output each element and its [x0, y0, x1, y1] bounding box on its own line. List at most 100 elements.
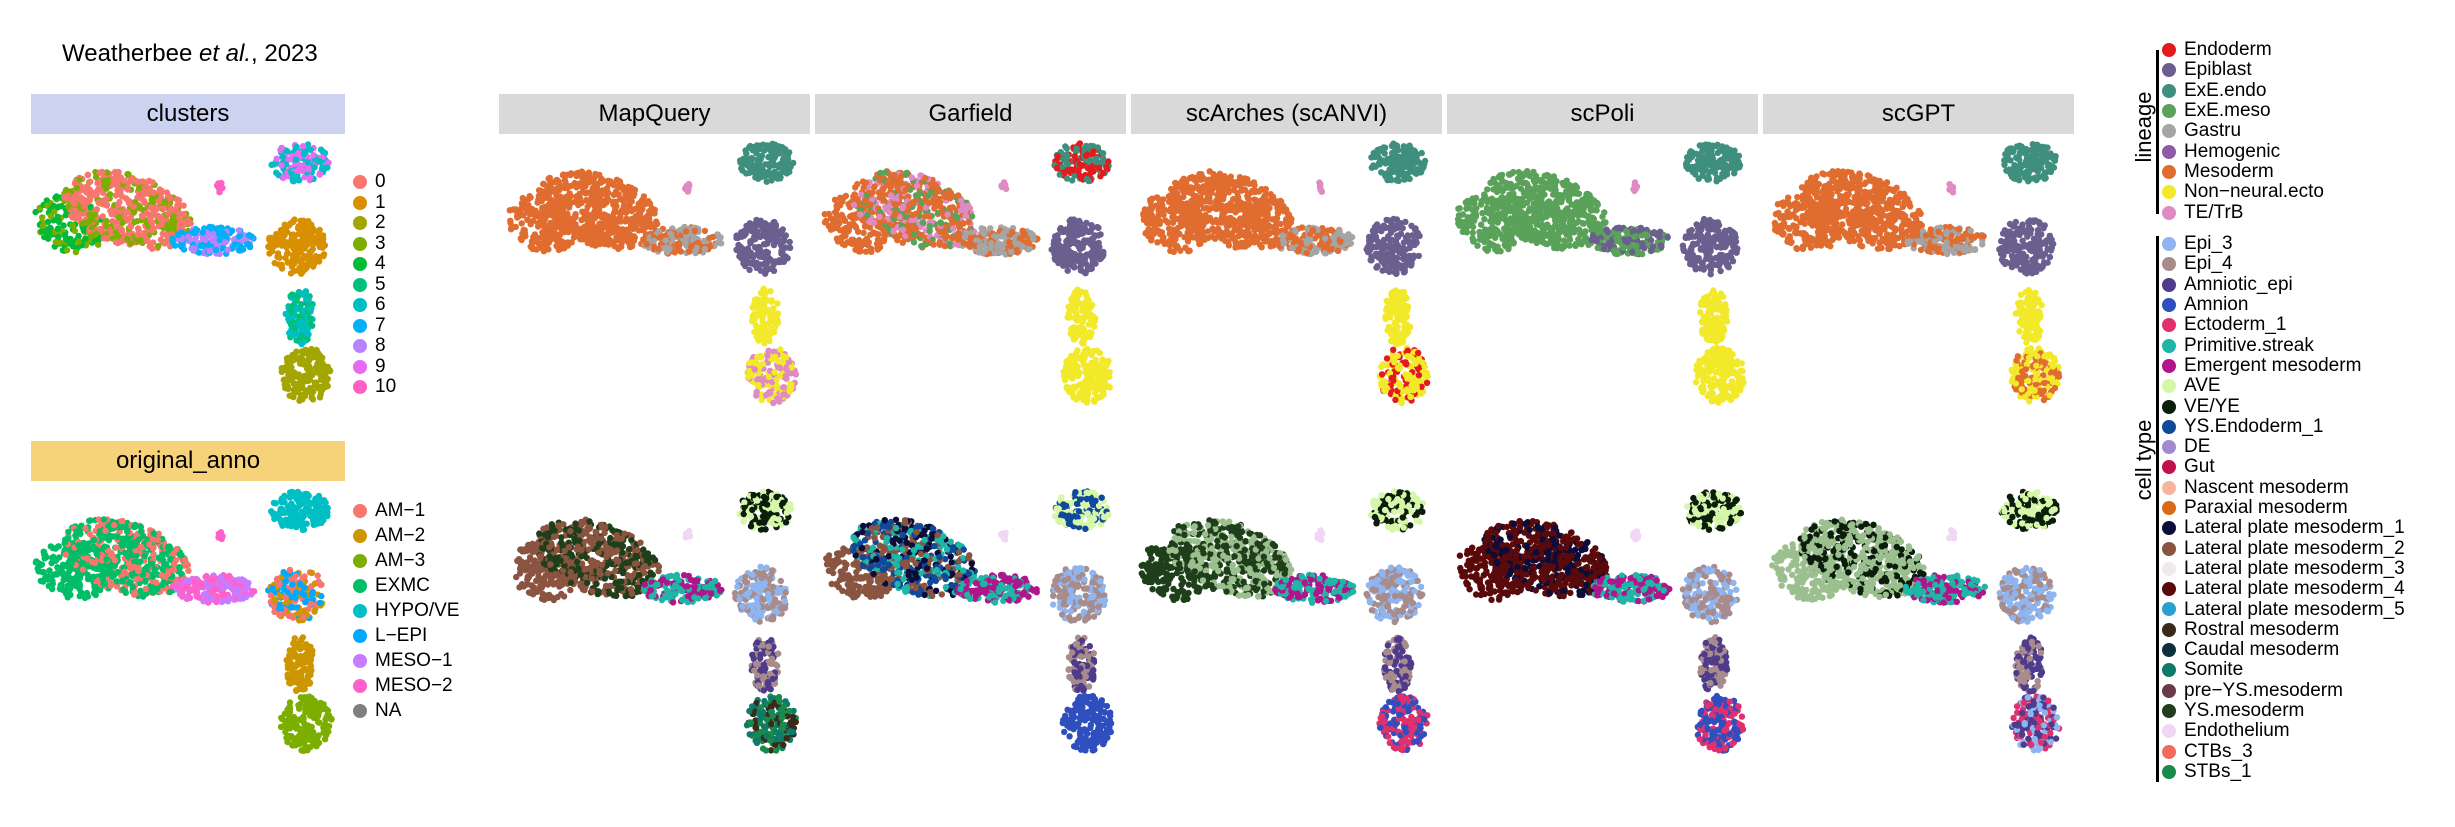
umap-point [96, 225, 104, 233]
umap-point [942, 232, 950, 239]
umap-point [512, 223, 519, 231]
umap-point [786, 244, 794, 251]
umap-point [277, 226, 285, 234]
umap-point [304, 326, 311, 333]
umap-point [290, 740, 298, 747]
umap-point [65, 528, 72, 536]
umap-point [127, 223, 134, 230]
umap-point [286, 156, 293, 163]
umap-point [271, 259, 278, 267]
umap-point [112, 238, 120, 246]
umap-point [61, 562, 68, 569]
umap-point [286, 704, 293, 712]
umap-point [746, 266, 753, 274]
umap-point [288, 604, 295, 611]
umap-point [291, 635, 298, 642]
umap-point [290, 508, 297, 515]
umap-point [754, 376, 761, 383]
umap-point [278, 144, 285, 152]
umap-point [113, 544, 120, 551]
umap-point [178, 552, 185, 559]
umap-point [774, 397, 781, 404]
umap-point [280, 495, 287, 502]
umap-point [309, 588, 317, 596]
umap-point [293, 143, 300, 150]
umap-point [285, 222, 293, 229]
umap-point [319, 354, 326, 361]
umap-point [116, 214, 123, 221]
umap-point [114, 568, 121, 576]
umap-point [786, 388, 793, 395]
umap-point [950, 225, 957, 232]
umap-point [191, 246, 198, 253]
umap-point [120, 586, 127, 593]
umap-point [265, 243, 272, 251]
umap-point [291, 645, 298, 652]
umap-point [717, 234, 724, 241]
umap-point [124, 186, 131, 193]
umap-point [850, 193, 857, 200]
umap-point [106, 562, 114, 569]
umap-point [894, 236, 901, 244]
umap-point [931, 201, 938, 208]
umap-point [780, 391, 787, 398]
umap-point [311, 736, 318, 743]
umap-point [164, 543, 172, 551]
umap-point [144, 563, 151, 570]
umap-point [75, 548, 82, 556]
umap-point [276, 601, 283, 609]
umap-point [273, 169, 280, 176]
umap-point [753, 166, 760, 173]
umap-point [666, 245, 673, 252]
umap-point [95, 186, 102, 193]
umap-point [236, 595, 244, 602]
umap-point [150, 225, 157, 232]
umap-point [908, 174, 915, 181]
umap-point [177, 570, 185, 577]
umap-point [937, 228, 944, 235]
umap-point [753, 333, 761, 341]
umap-point [786, 149, 793, 156]
umap-point [217, 574, 224, 581]
umap-point [762, 241, 769, 248]
umap-point [311, 164, 318, 171]
umap-point [550, 226, 557, 234]
umap-point [304, 159, 311, 166]
umap-point [761, 321, 768, 328]
umap-point [285, 377, 292, 384]
umap-point [567, 200, 574, 207]
umap-point [185, 567, 192, 574]
umap-point [862, 248, 870, 255]
umap-point [318, 165, 326, 172]
umap-point [655, 245, 662, 253]
umap-point [592, 225, 599, 233]
umap-point [73, 184, 80, 192]
umap-point [541, 208, 548, 215]
umap-point [600, 224, 607, 231]
umap-point [521, 230, 529, 237]
umap-point [314, 572, 321, 579]
umap-point [322, 499, 329, 506]
umap-point [103, 185, 110, 192]
umap-point [778, 358, 785, 365]
umap-point [749, 318, 756, 325]
umap-point [40, 222, 47, 229]
umap-point [767, 147, 775, 155]
umap-point [751, 366, 758, 373]
umap-point [90, 191, 97, 199]
umap-point [41, 551, 48, 558]
umap-point [174, 583, 181, 591]
umap-point [291, 373, 298, 380]
umap-point [774, 175, 781, 182]
umap-point [242, 585, 250, 592]
umap-point [150, 551, 157, 559]
umap-point [897, 173, 905, 180]
umap-point [550, 201, 557, 209]
umap-point [770, 159, 777, 166]
umap-point [271, 608, 278, 616]
umap-point [54, 225, 62, 233]
umap-point [63, 186, 70, 194]
umap-point [151, 565, 158, 573]
umap-point [87, 178, 94, 185]
umap-point [281, 232, 288, 239]
